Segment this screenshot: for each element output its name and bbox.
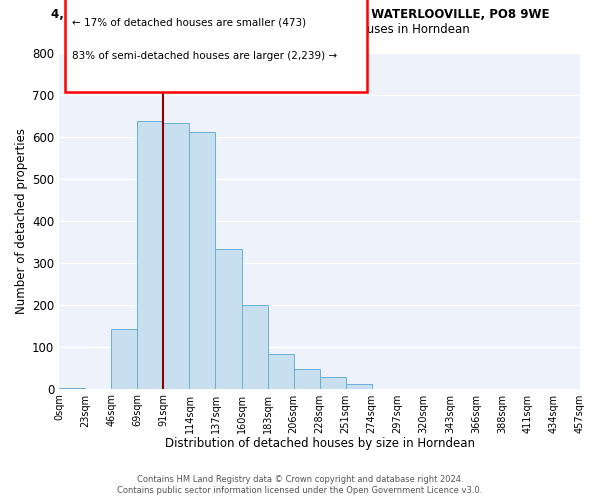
Bar <box>268 354 293 388</box>
Text: Contains HM Land Registry data © Crown copyright and database right 2024.: Contains HM Land Registry data © Crown c… <box>137 475 463 484</box>
Bar <box>112 329 137 388</box>
Bar <box>190 132 215 388</box>
Text: 83% of semi-detached houses are larger (2,239) →: 83% of semi-detached houses are larger (… <box>73 52 338 62</box>
Bar <box>320 378 346 388</box>
Bar <box>215 248 242 388</box>
Bar <box>293 370 320 388</box>
Bar <box>242 304 268 388</box>
Text: ← 17% of detached houses are smaller (473): ← 17% of detached houses are smaller (47… <box>73 18 307 28</box>
Text: Size of property relative to detached houses in Horndean: Size of property relative to detached ho… <box>131 22 469 36</box>
X-axis label: Distribution of detached houses by size in Horndean: Distribution of detached houses by size … <box>164 437 475 450</box>
Bar <box>346 384 372 388</box>
Text: Contains public sector information licensed under the Open Government Licence v3: Contains public sector information licen… <box>118 486 482 495</box>
Y-axis label: Number of detached properties: Number of detached properties <box>15 128 28 314</box>
Text: 4, CATHERINE GARDENS, CATHERINGTON LANE, WATERLOOVILLE, PO8 9WE: 4, CATHERINE GARDENS, CATHERINGTON LANE,… <box>51 8 549 20</box>
Bar <box>163 122 190 388</box>
Bar <box>137 122 163 388</box>
